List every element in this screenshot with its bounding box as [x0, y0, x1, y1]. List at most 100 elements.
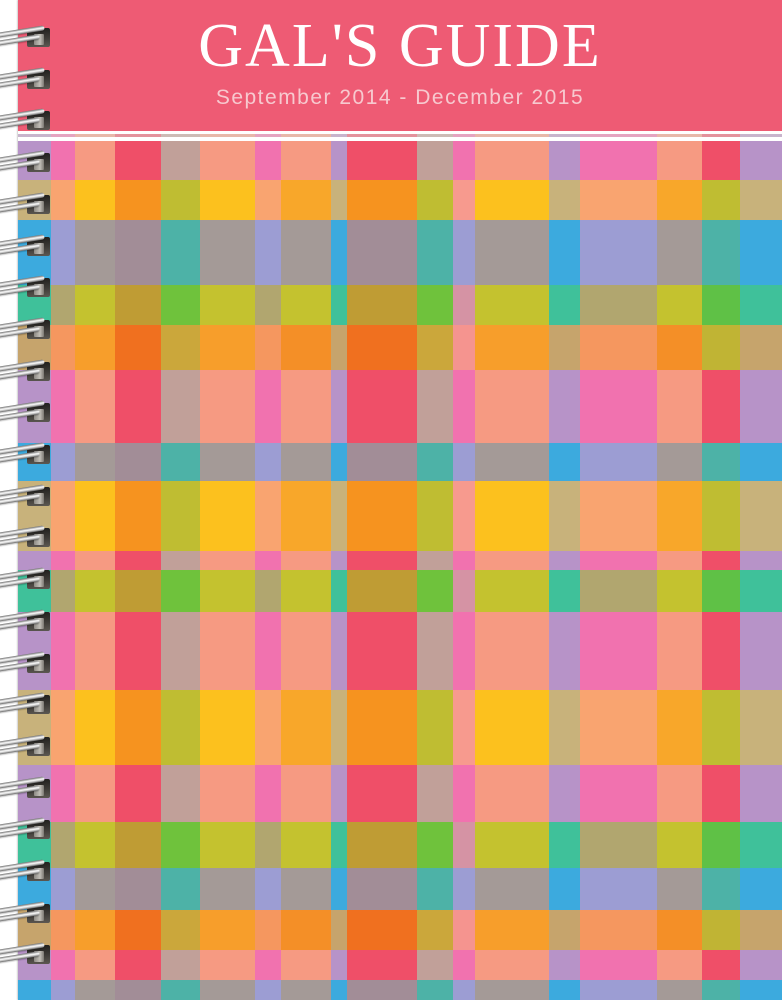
plaid-cell — [580, 690, 657, 765]
plaid-cell — [255, 822, 281, 868]
plaid-cell — [51, 481, 75, 551]
plaid-cell — [200, 910, 255, 950]
plaid-cell — [347, 180, 417, 220]
plaid-cell — [200, 980, 255, 1000]
plaid-cell — [281, 822, 331, 868]
plaid-cell — [115, 690, 161, 765]
plaid-cell — [580, 570, 657, 612]
plaid-cell — [255, 325, 281, 370]
plaid-cell — [475, 690, 549, 765]
plaid-cell — [331, 141, 347, 180]
plaid-cell — [200, 443, 255, 481]
plaid-cell — [580, 481, 657, 551]
plaid-cell — [331, 220, 347, 285]
plaid-cell — [161, 950, 200, 980]
plaid-cell — [657, 822, 702, 868]
plaid-cell — [331, 822, 347, 868]
plaid-cell — [580, 868, 657, 910]
plaid-cell — [549, 220, 580, 285]
plaid-cell — [115, 868, 161, 910]
binding-coil — [0, 731, 58, 771]
plaid-cell — [347, 551, 417, 570]
plaid-cell — [331, 443, 347, 481]
plaid-cell — [580, 765, 657, 822]
plaid-cell — [331, 980, 347, 1000]
plaid-cell — [331, 765, 347, 822]
plaid-cell — [331, 612, 347, 690]
plaid-cell — [161, 612, 200, 690]
plaid-cell — [549, 690, 580, 765]
plaid-cell — [200, 950, 255, 980]
plaid-cell — [281, 285, 331, 325]
plaid-cell — [115, 141, 161, 180]
plaid-cell — [347, 765, 417, 822]
plaid-cell — [453, 285, 475, 325]
plaid-cell — [657, 220, 702, 285]
plaid-cell — [580, 612, 657, 690]
plaid-cell — [702, 765, 740, 822]
plaid-cell — [255, 220, 281, 285]
plaid-cell — [75, 570, 115, 612]
plaid-cell — [161, 910, 200, 950]
plaid-cell — [549, 551, 580, 570]
plaid-cell — [347, 612, 417, 690]
plaid-cell — [549, 822, 580, 868]
plaid-cell — [549, 443, 580, 481]
plaid-cell — [549, 481, 580, 551]
plaid-cell — [161, 220, 200, 285]
plaid-cell — [702, 950, 740, 980]
divider-accent-line — [18, 134, 782, 137]
plaid-cell — [75, 141, 115, 180]
binding-coil — [0, 773, 58, 813]
plaid-cell — [453, 443, 475, 481]
plaid-cell — [115, 180, 161, 220]
plaid-cell — [740, 690, 782, 765]
plaid-cell — [657, 868, 702, 910]
plaid-cell — [115, 285, 161, 325]
plaid-cell — [331, 285, 347, 325]
plaid-cell — [51, 220, 75, 285]
plaid-cell — [75, 220, 115, 285]
plaid-cell — [51, 868, 75, 910]
plaid-cell — [255, 180, 281, 220]
plaid-cell — [161, 481, 200, 551]
plaid-cell — [740, 822, 782, 868]
plaid-cell — [347, 141, 417, 180]
binding-coil — [0, 231, 58, 271]
plaid-cell — [115, 481, 161, 551]
plaid-cell — [702, 180, 740, 220]
plaid-cell — [347, 481, 417, 551]
plaid-cell — [347, 570, 417, 612]
plaid-cell — [549, 180, 580, 220]
plaid-cell — [475, 370, 549, 443]
plaid-cell — [580, 370, 657, 443]
plaid-cell — [549, 868, 580, 910]
plaid-cell — [417, 220, 453, 285]
plaid-cell — [161, 443, 200, 481]
plaid-cell — [115, 220, 161, 285]
binding-coil — [0, 856, 58, 896]
plaid-cell — [331, 551, 347, 570]
binding-coil — [0, 814, 58, 854]
plaid-cell — [740, 285, 782, 325]
plaid-cell — [475, 612, 549, 690]
plaid-cell — [702, 910, 740, 950]
plaid-cell — [453, 910, 475, 950]
plaid-cell — [580, 910, 657, 950]
plaid-cell — [75, 822, 115, 868]
plaid-cell — [51, 443, 75, 481]
plaid-cell — [255, 690, 281, 765]
plaid-cell — [281, 612, 331, 690]
plaid-cell — [475, 765, 549, 822]
plaid-cell — [702, 551, 740, 570]
plaid-cell — [75, 443, 115, 481]
plaid-cell — [657, 980, 702, 1000]
plaid-cell — [417, 551, 453, 570]
plaid-cell — [580, 822, 657, 868]
plaid-cell — [453, 612, 475, 690]
plaid-cell — [200, 180, 255, 220]
plaid-cell — [255, 868, 281, 910]
plaid-cell — [115, 765, 161, 822]
plaid-pattern — [18, 141, 782, 1000]
plaid-cell — [549, 141, 580, 180]
